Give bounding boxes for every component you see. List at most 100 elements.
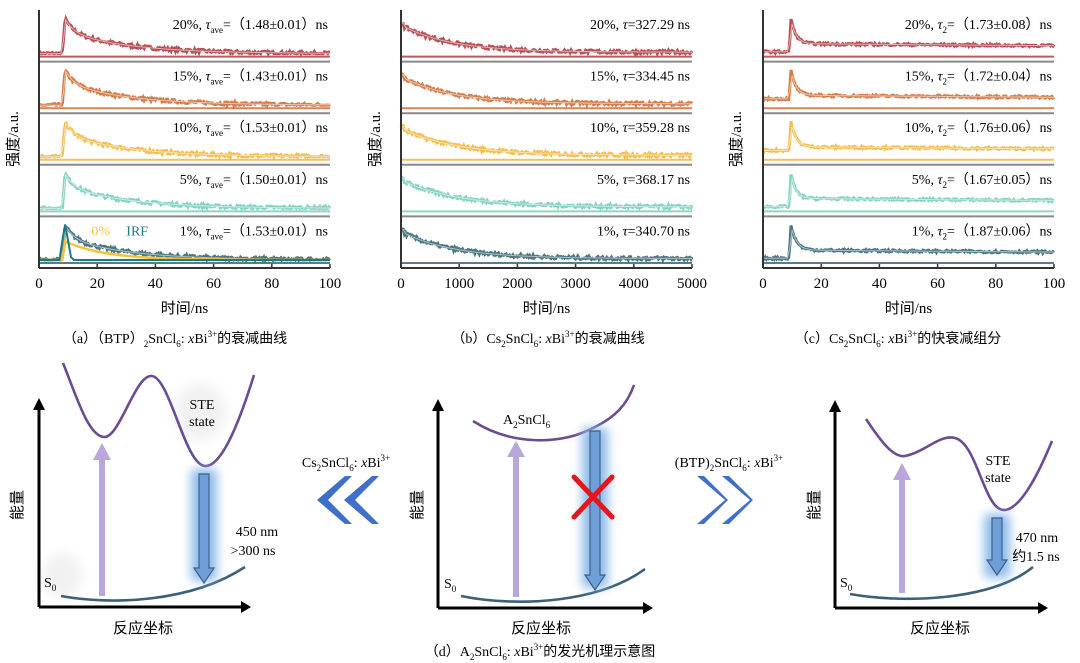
state-label-line2: state [985, 471, 1011, 486]
ground-state-curve [60, 565, 246, 602]
y-axis-label: 强度/a.u. [367, 111, 384, 167]
x-tick-label: 5000 [677, 276, 707, 292]
x-tick-label: 20 [90, 276, 105, 292]
excitation-arrowhead-icon [93, 443, 111, 460]
chevron-left-icon [317, 476, 352, 524]
emission-arrow [583, 430, 607, 592]
legend-irf: IRF [126, 224, 148, 239]
series-irf [39, 224, 330, 261]
fit-line [401, 126, 692, 156]
ground-state-label: S0 [44, 576, 57, 593]
state-label-line1: STE [190, 398, 215, 413]
series-label: 1%, τ=340.70 ns [597, 224, 690, 239]
series-label: 15%, τ2=（1.72±0.04）ns [905, 69, 1052, 87]
coordinate-axis-label: 反应坐标 [113, 619, 173, 637]
fit-line [401, 177, 692, 208]
fit-line [763, 229, 1055, 259]
center-energy-diagram: A2SnCl6 S0 能量 反应坐标 [409, 384, 653, 637]
x-tick-label: 60 [930, 276, 945, 292]
fit-line [763, 126, 1055, 151]
coordinate-axis-arrowhead-icon [241, 601, 251, 613]
emission-wavelength: 450 nm [236, 525, 279, 540]
energy-axis-arrowhead-icon [33, 398, 45, 410]
ground-state-curve [460, 567, 646, 603]
mechanism-diagram: STE state 450 nm >300 ns S0 能量 反应坐标 Cs2S… [9, 362, 1060, 662]
x-tick-label: 0 [35, 276, 43, 292]
left-transition-label: Cs2SnCl6: xBi3+ [302, 453, 390, 473]
state-label-backdrop [174, 384, 226, 440]
x-tick-label: 80 [988, 276, 1003, 292]
emission-lifetime: 约1.5 ns [1012, 549, 1059, 565]
x-tick-label: 0 [397, 276, 405, 292]
series-label: 10%, τ2=（1.76±0.06）ns [905, 120, 1052, 138]
fit-line [39, 18, 330, 55]
series-1pct [761, 225, 1055, 264]
excitation-arrowhead-icon [507, 441, 525, 457]
series-label: 5%, τave=（1.50±0.01）ns [180, 172, 328, 190]
state-label: A2SnCl6 [503, 413, 551, 430]
coordinate-axis-arrowhead-icon [643, 602, 653, 614]
excited-state-curve [472, 384, 636, 442]
right-transition-label: (BTP)2SnCl6: xBi3+ [675, 453, 783, 473]
series-label: 15%, τave=（1.43±0.01）ns [173, 69, 328, 87]
x-tick-label: 20 [814, 276, 829, 292]
energy-axis-label: 能量 [9, 490, 26, 520]
x-tick-label: 4000 [619, 276, 649, 292]
ground-state-curve [849, 565, 1034, 601]
series-label: 20%, τ=327.29 ns [590, 18, 690, 33]
series-15pct [38, 68, 331, 110]
panel-c-fast-decay-chart: 20%, τ2=（1.73±0.08）ns 15%, τ2=（1.72±0.04）… [728, 10, 1065, 349]
x-tick-label: 100 [1043, 276, 1066, 292]
series-5pct [39, 171, 332, 213]
fit-line [401, 74, 692, 105]
series-15pct [762, 69, 1055, 110]
series-10pct [39, 121, 330, 162]
panel-b-decay-chart: 20%, τ=327.29 ns 15%, τ=334.45 ns 10%, τ=3… [367, 10, 707, 349]
fit-line [763, 23, 1055, 53]
series-label: 5%, τ2=（1.67±0.05）ns [912, 172, 1052, 190]
y-axis-label: 强度/a.u. [728, 111, 745, 167]
series-1pct [399, 227, 694, 264]
fit-line [39, 121, 330, 158]
excitation-arrowhead-icon [893, 463, 911, 480]
energy-axis-arrowhead-icon [432, 399, 444, 411]
x-axis-label: 时间/ns [523, 300, 571, 317]
blocked-cross-icon [571, 474, 615, 520]
x-axis-label: 时间/ns [885, 300, 933, 317]
y-axis-label: 强度/a.u. [5, 111, 22, 167]
fit-line [401, 22, 692, 53]
series-label: 5%, τ=368.17 ns [597, 173, 690, 188]
right-transition: (BTP)2SnCl6: xBi3+ [675, 453, 783, 524]
fit-line [401, 229, 692, 259]
series-5pct [400, 175, 694, 213]
ground-state-label: S0 [840, 576, 853, 593]
energy-axis-label: 能量 [806, 490, 823, 520]
left-energy-diagram: STE state 450 nm >300 ns S0 能量 反应坐标 [9, 362, 279, 637]
series-20pct [762, 18, 1056, 58]
series-15pct [400, 72, 694, 110]
series-20pct [400, 21, 694, 58]
energy-axis-label: 能量 [409, 490, 426, 520]
emission-lifetime: >300 ns [231, 544, 276, 559]
excited-state-curve [864, 418, 1054, 512]
x-tick-label: 40 [872, 276, 887, 292]
x-tick-label: 2000 [502, 276, 532, 292]
x-tick-label: 100 [319, 276, 342, 292]
series-label: 1%, τave=（1.53±0.01）ns [180, 223, 328, 241]
emission-arrow [192, 473, 216, 585]
caption: （c）Cs2SnCl6: xBi3+的快衰减组分 [795, 329, 1001, 349]
emission-arrow [985, 517, 1009, 577]
series-label: 20%, τave=（1.48±0.01）ns [173, 17, 328, 35]
series-10pct [399, 123, 693, 161]
ground-state-label: S0 [444, 577, 457, 594]
state-label-line1: STE [986, 454, 1011, 469]
series-label: 15%, τ=334.45 ns [590, 70, 690, 85]
x-tick-label: 80 [264, 276, 279, 292]
caption-d: （d）A2SnCl6: xBi3+的发光机理示意图 [425, 642, 656, 662]
fit-line [39, 173, 330, 209]
series-20pct [37, 14, 331, 58]
excited-state-curve [61, 362, 256, 468]
x-axis-label: 时间/ns [161, 300, 209, 317]
energy-axis-arrowhead-icon [829, 400, 841, 412]
chevron-right-icon [722, 476, 753, 524]
